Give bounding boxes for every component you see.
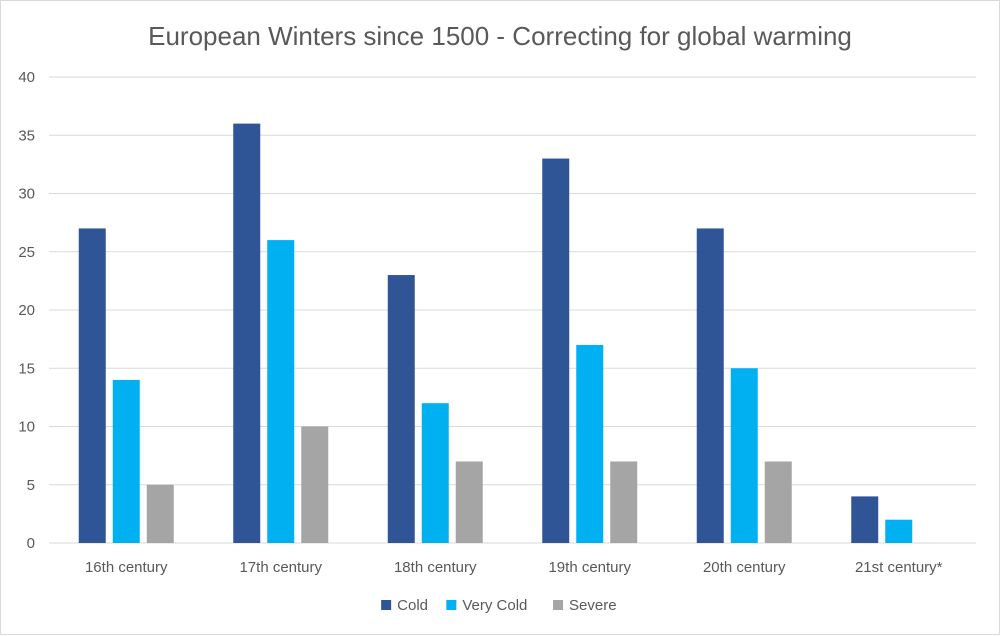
bar-cold [851, 496, 879, 543]
bar-severe [301, 426, 329, 543]
bar-very-cold [112, 379, 140, 543]
y-tick-label: 5 [27, 477, 35, 494]
legend-label-cold: Cold [397, 597, 428, 614]
x-tick-label: 21st century* [855, 559, 943, 576]
x-tick-label: 16th century [85, 559, 168, 576]
bar-severe [146, 484, 174, 543]
x-tick-label: 20th century [703, 559, 786, 576]
y-tick-label: 30 [18, 186, 35, 203]
legend-swatch-cold [381, 600, 392, 610]
bar-severe [610, 461, 638, 543]
gridlines [49, 76, 976, 544]
bar-very-cold [267, 240, 295, 543]
bars [78, 123, 913, 544]
bar-very-cold [421, 403, 449, 543]
legend-label-severe: Severe [569, 597, 617, 614]
bar-very-cold [885, 519, 913, 543]
bar-cold [542, 158, 570, 544]
bar-cold [78, 228, 106, 543]
bar-severe [455, 461, 483, 543]
y-axis-ticks: 0 5 10 15 20 25 30 35 40 [18, 69, 35, 552]
x-tick-label: 19th century [548, 559, 631, 576]
x-tick-label: 17th century [239, 559, 322, 576]
y-tick-label: 20 [18, 302, 35, 319]
x-tick-label: 18th century [394, 559, 477, 576]
legend-swatch-severe [553, 600, 564, 610]
bar-severe [764, 461, 792, 543]
y-tick-label: 15 [18, 360, 35, 377]
legend-label-very-cold: Very Cold [462, 597, 527, 614]
chart-title: European Winters since 1500 - Correcting… [148, 21, 852, 51]
y-tick-label: 35 [18, 127, 35, 144]
bar-very-cold [576, 344, 604, 543]
x-axis-ticks: 16th century 17th century 18th century 19th… [85, 559, 943, 576]
y-tick-label: 25 [18, 244, 35, 261]
y-tick-label: 40 [18, 69, 35, 86]
y-tick-label: 0 [27, 535, 35, 552]
y-tick-label: 10 [18, 419, 35, 436]
bar-cold [696, 228, 724, 543]
bar-cold [387, 275, 415, 543]
legend-swatch-very-cold [446, 600, 457, 610]
bar-very-cold [730, 368, 758, 543]
legend: Cold Very Cold Severe [381, 597, 617, 614]
bar-cold [233, 123, 261, 543]
